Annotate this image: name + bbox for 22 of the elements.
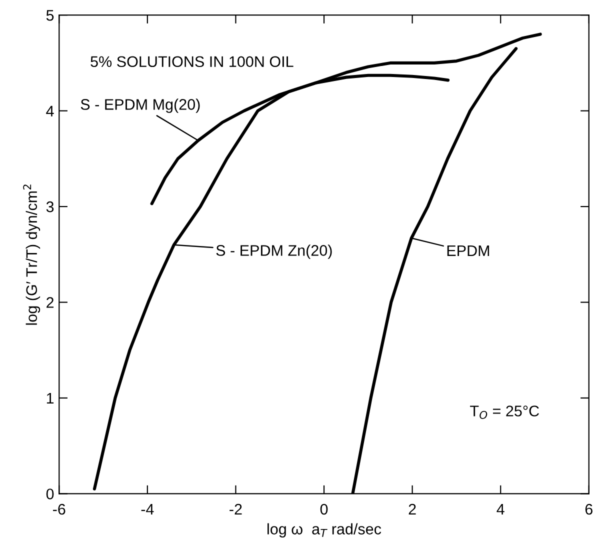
y-tick-label: 3 xyxy=(46,201,54,212)
x-axis-title: log ω a$_{T}$ rad/sec xyxy=(268,523,382,538)
y-axis-title: log (G′ Tr/T) dyn/cm$^{2}$ xyxy=(23,184,40,325)
annotation: T$_{O}$ = 25°C xyxy=(470,406,539,419)
annotation: S - EPDM Zn(20) xyxy=(216,244,332,259)
annotation: S - EPDM Mg(20) xyxy=(80,98,200,113)
x-tick-label: -4 xyxy=(141,504,154,515)
x-tick-label: 2 xyxy=(408,504,416,515)
x-tick-label: 0 xyxy=(320,504,328,515)
y-tick-label: 5 xyxy=(46,10,54,21)
line-series xyxy=(150,74,450,206)
x-tick-label: 4 xyxy=(496,504,504,515)
annotation: EPDM xyxy=(447,245,490,256)
y-tick-label: 2 xyxy=(46,297,54,308)
y-tick-label: 0 xyxy=(46,488,54,500)
annotation: 5% SOLUTIONS IN 100N OIL xyxy=(90,56,294,68)
line-series xyxy=(92,32,542,490)
x-tick-label: -2 xyxy=(230,504,242,515)
y-tick-label: 1 xyxy=(46,393,54,404)
x-tick-label: 6 xyxy=(585,504,592,515)
x-tick-label: -6 xyxy=(53,504,66,515)
y-tick-label: 4 xyxy=(46,106,54,116)
